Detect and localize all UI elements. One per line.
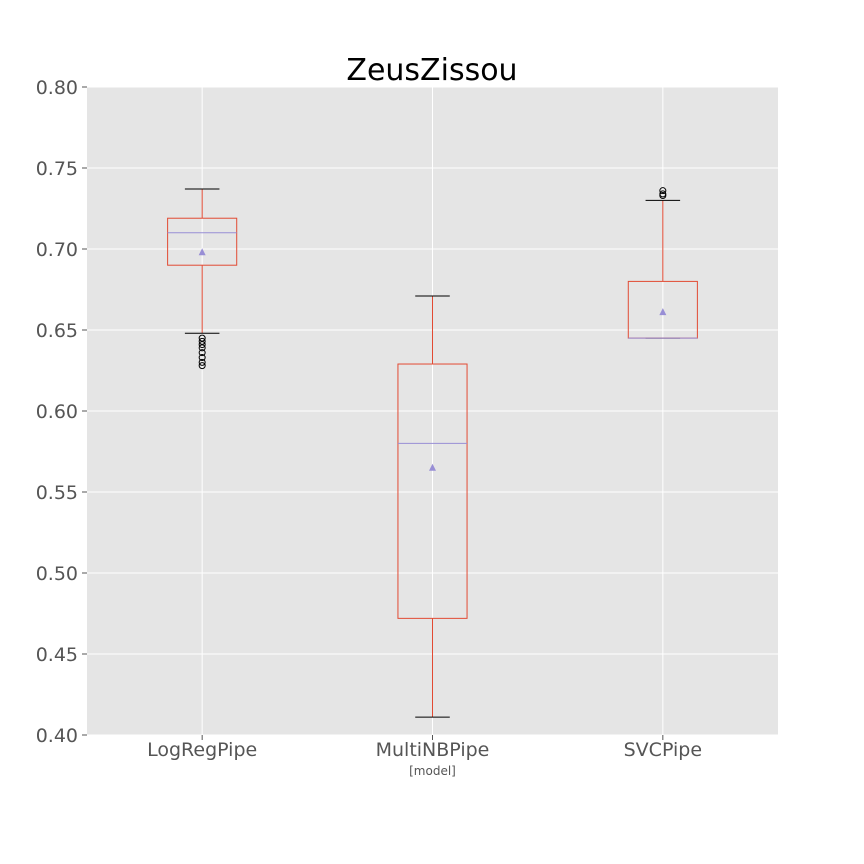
x-tick-label: MultiNBPipe [376, 739, 490, 761]
x-tick-label: SVCPipe [624, 739, 702, 761]
y-tick-label: 0.70 [36, 239, 78, 261]
x-tick-label: LogRegPipe [147, 739, 257, 761]
x-axis-label: [model] [409, 764, 456, 778]
y-tick-label: 0.80 [36, 77, 78, 99]
y-tick-label: 0.45 [36, 644, 78, 666]
y-tick-label: 0.40 [36, 725, 78, 747]
y-tick-label: 0.50 [36, 563, 78, 585]
y-tick-label: 0.55 [36, 482, 78, 504]
y-tick-label: 0.60 [36, 401, 78, 423]
chart-title: ZeusZissou [346, 53, 517, 88]
y-tick-label: 0.75 [36, 158, 78, 180]
y-tick-label: 0.65 [36, 320, 78, 342]
